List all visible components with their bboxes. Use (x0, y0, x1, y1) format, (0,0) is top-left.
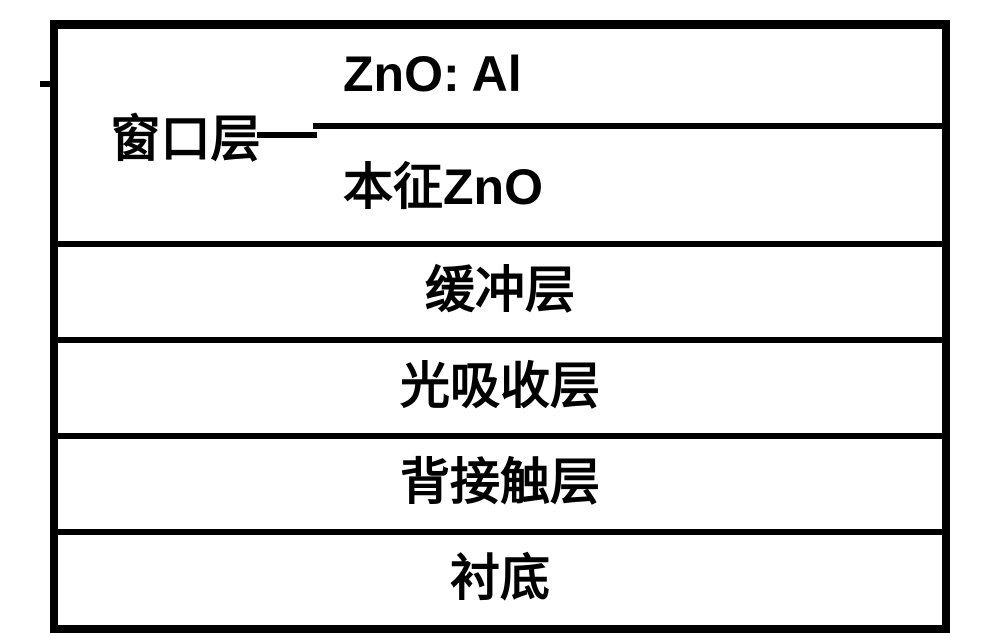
window-sublayer-top-label: ZnO: Al (343, 45, 522, 103)
layer-row: 光吸收层 (58, 343, 942, 439)
outer-tick-mark (40, 81, 58, 87)
window-sublayer-bottom-cell: 本征ZnO (313, 129, 942, 241)
window-layer-group: 窗口层 ZnO: Al 本征ZnO (58, 29, 942, 247)
window-layer-connector-line (257, 132, 317, 138)
window-layer-label-cell: 窗口层 (58, 29, 313, 241)
layer-row: 缓冲层 (58, 247, 942, 343)
absorber-layer-label: 光吸收层 (400, 361, 600, 411)
absorber-layer-cell: 光吸收层 (58, 343, 942, 433)
substrate-layer-cell: 衬底 (58, 535, 942, 625)
layer-row: 背接触层 (58, 439, 942, 535)
buffer-layer-cell: 缓冲层 (58, 247, 942, 337)
buffer-layer-label: 缓冲层 (425, 265, 575, 315)
substrate-layer-label: 衬底 (450, 553, 550, 603)
window-layer-label: 窗口层 (111, 99, 261, 171)
layer-row: 衬底 (58, 535, 942, 625)
back-contact-layer-cell: 背接触层 (58, 439, 942, 529)
window-sublayer-bottom-label: 本征ZnO (343, 147, 543, 219)
back-contact-layer-label: 背接触层 (400, 457, 600, 507)
layer-stack-diagram: 窗口层 ZnO: Al 本征ZnO 缓冲层 光吸收层 背接触层 衬底 (50, 20, 950, 633)
window-sublayer-stack: ZnO: Al 本征ZnO (313, 29, 942, 241)
window-sublayer-top-cell: ZnO: Al (313, 29, 942, 129)
